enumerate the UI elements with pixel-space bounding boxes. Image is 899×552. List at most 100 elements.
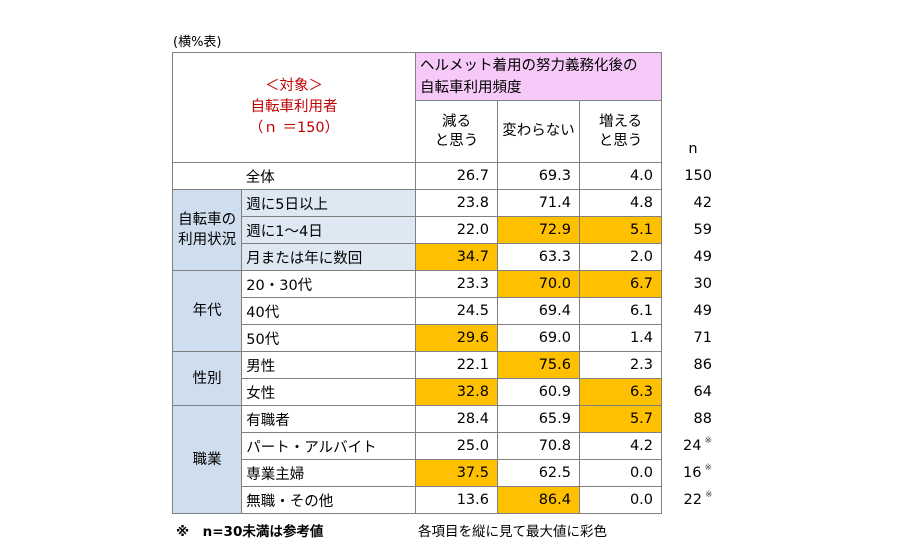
value-decrease: 28.4 xyxy=(415,405,498,433)
group-gender: 性別 xyxy=(171,351,243,406)
group-label: 性別 xyxy=(192,370,222,387)
survey-table: ＜対象＞ 自転車利用者 （ｎ ＝150） ヘルメット着用の努力義務化後の 自転車… xyxy=(171,52,725,514)
value-increase: 5.7 xyxy=(579,405,662,433)
value-increase: 6.1 xyxy=(579,297,662,325)
row-label: 有職者 xyxy=(241,405,416,433)
question-header: ヘルメット着用の努力義務化後の 自転車利用頻度 xyxy=(415,52,662,101)
value-n: 71 xyxy=(693,330,712,346)
row-label: 女性 xyxy=(241,378,416,406)
row-label: 男性 xyxy=(241,351,416,379)
group-usage: 自転車の 利用状況 xyxy=(171,189,243,271)
table-row: 女性 32.8 60.9 6.3 64 xyxy=(173,378,725,406)
group-age: 年代 xyxy=(171,270,243,352)
table-row-total: 全体 26.7 69.3 4.0 150 xyxy=(171,162,725,190)
value-n: 49 xyxy=(693,249,712,265)
value-same: 75.6 xyxy=(497,351,580,379)
reference-mark: ※ xyxy=(704,436,712,446)
group-label: 利用状況 xyxy=(178,232,237,248)
group-label: 職業 xyxy=(192,451,222,468)
value-same: 71.4 xyxy=(497,189,580,217)
value-n-cell: 42 xyxy=(662,190,725,217)
value-n: 24 xyxy=(683,438,702,454)
question-line-1: ヘルメット着用の努力義務化後の xyxy=(420,57,638,74)
value-decrease: 37.5 xyxy=(415,459,498,487)
table-row: 50代 29.6 69.0 1.4 71 xyxy=(173,324,725,352)
value-n-cell: 86 xyxy=(662,352,725,379)
footnote-coloring: 各項目を縦に見て最大値に彩色 xyxy=(418,524,607,540)
value-n: 88 xyxy=(693,411,712,427)
value-same: 70.0 xyxy=(497,270,580,298)
table-caption: (横%表) xyxy=(173,35,222,50)
group-job: 職業 xyxy=(171,405,243,514)
table-row: 40代 24.5 69.4 6.1 49 xyxy=(173,297,725,325)
question-line-2: 自転車利用頻度 xyxy=(420,79,522,96)
value-same: 86.4 xyxy=(497,486,580,514)
value-n: 150 xyxy=(684,168,712,184)
value-n: 30 xyxy=(693,276,712,292)
value-decrease: 26.7 xyxy=(415,162,498,190)
row-label: 50代 xyxy=(241,324,416,352)
value-same: 69.4 xyxy=(497,297,580,325)
value-same: 69.3 xyxy=(497,162,580,190)
value-n: 59 xyxy=(693,222,712,238)
value-decrease: 34.7 xyxy=(415,243,498,271)
col1-line-2: と思う xyxy=(434,132,479,149)
table-row: 自転車の利用状況 週に5日以上 23.8 71.4 4.8 42 xyxy=(171,189,725,271)
table-row: 年代 20・30代 23.3 70.0 6.7 30 xyxy=(171,270,725,352)
row-label: 20・30代 xyxy=(241,270,416,298)
row-label: 週に5日以上 xyxy=(241,189,416,217)
table-row: 無職・その他 13.6 86.4 0.0 22 ※ xyxy=(173,486,725,514)
reference-mark: ※ xyxy=(704,463,712,473)
value-n-cell: 22 ※ xyxy=(662,487,725,514)
table-row: 職業 有職者 28.4 65.9 5.7 88 xyxy=(171,405,725,514)
reference-mark: ※ xyxy=(704,490,713,500)
value-same: 60.9 xyxy=(497,378,580,406)
value-increase: 0.0 xyxy=(579,459,662,487)
value-same: 70.8 xyxy=(497,432,580,460)
value-n-cell: 59 xyxy=(662,217,725,244)
table-row: 週に1～4日 22.0 72.9 5.1 59 xyxy=(173,216,725,244)
value-increase: 0.0 xyxy=(579,486,662,514)
table-row: パート・アルバイト 25.0 70.8 4.2 24 ※ xyxy=(173,432,725,460)
value-increase: 4.2 xyxy=(579,432,662,460)
value-n-cell: 49 xyxy=(662,298,725,325)
value-n-cell: 88 xyxy=(662,406,725,433)
value-same: 62.5 xyxy=(497,459,580,487)
row-label: 無職・その他 xyxy=(241,486,416,514)
row-label: パート・アルバイト xyxy=(241,432,416,460)
value-n-cell: 16 ※ xyxy=(662,460,725,487)
value-decrease: 23.8 xyxy=(415,189,498,217)
value-decrease: 22.1 xyxy=(415,351,498,379)
value-increase: 5.1 xyxy=(579,216,662,244)
group-label: 年代 xyxy=(192,303,222,319)
value-n: 64 xyxy=(693,384,712,400)
n-header: n xyxy=(688,140,698,157)
value-n: 86 xyxy=(693,357,712,373)
value-decrease: 24.5 xyxy=(415,297,498,325)
value-increase: 4.8 xyxy=(579,189,662,217)
value-increase: 1.4 xyxy=(579,324,662,352)
value-decrease: 25.0 xyxy=(415,432,498,460)
col-header-decrease: 減る と思う xyxy=(415,100,498,163)
total-blank xyxy=(171,162,242,190)
value-same: 63.3 xyxy=(497,243,580,271)
row-label: 専業主婦 xyxy=(241,459,416,487)
value-increase: 4.0 xyxy=(579,162,662,190)
row-label: 週に1～4日 xyxy=(241,216,416,244)
group-label: 自転車の xyxy=(178,212,237,228)
value-n: 22 xyxy=(683,492,702,508)
table-row: 性別 男性 22.1 75.6 2.3 86 xyxy=(171,351,725,406)
value-n-cell: 30 xyxy=(662,271,725,298)
empty-corner xyxy=(662,53,725,101)
value-decrease: 22.0 xyxy=(415,216,498,244)
footnote-reference: ※ n=30未満は参考値 xyxy=(176,524,324,540)
col-header-same: 変わらない xyxy=(497,100,580,163)
col3-line-1: 増える xyxy=(598,113,643,130)
table-row: 専業主婦 37.5 62.5 0.0 16 ※ xyxy=(173,459,725,487)
value-n-cell: 71 xyxy=(662,325,725,352)
value-same: 69.0 xyxy=(497,324,580,352)
row-label: 40代 xyxy=(241,297,416,325)
table-row: 月または年に数回 34.7 63.3 2.0 49 xyxy=(173,243,725,271)
value-increase: 6.3 xyxy=(579,378,662,406)
value-decrease: 23.3 xyxy=(415,270,498,298)
